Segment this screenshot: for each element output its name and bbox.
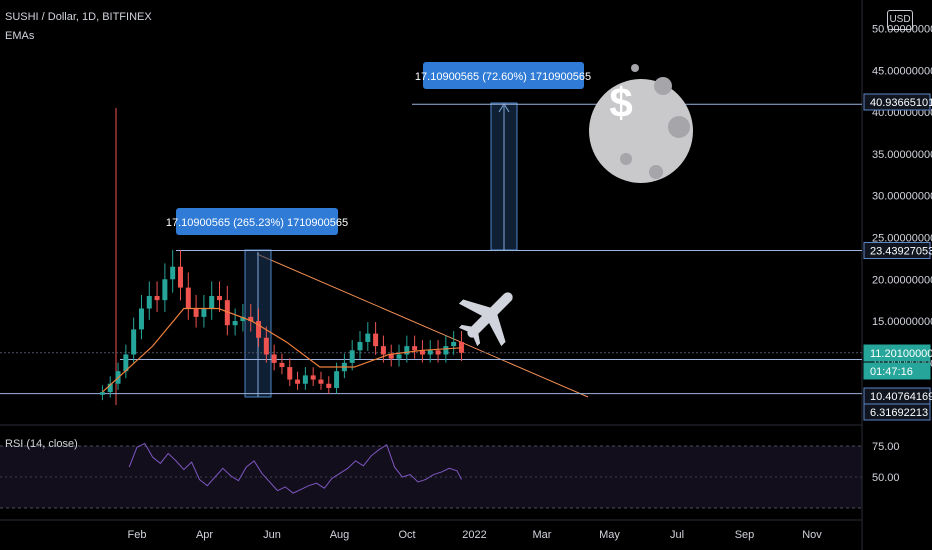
- y-tick-label-7: 15.00000000: [872, 316, 932, 328]
- rsi-title: RSI (14, close): [5, 438, 78, 450]
- candle-body: [263, 337, 269, 355]
- x-tick-label-3: Aug: [330, 529, 350, 541]
- x-tick-label-2: Jun: [263, 529, 281, 541]
- candle-body: [123, 354, 129, 372]
- candle-body: [412, 346, 418, 351]
- candle-body: [349, 350, 355, 363]
- indicator-label: EMAs: [5, 30, 35, 42]
- moon-icon: $: [589, 64, 693, 183]
- candle-body: [357, 341, 363, 351]
- x-tick-label-10: Nov: [802, 529, 822, 541]
- price-badge-5-box: [863, 403, 931, 421]
- price-badge-4: 10.40764169: [870, 391, 932, 403]
- candle-body: [388, 354, 394, 359]
- candle-body: [279, 362, 285, 368]
- candle-body: [310, 375, 316, 380]
- candle-body: [193, 308, 199, 317]
- candle-body: [170, 266, 176, 280]
- currency-button[interactable]: USD: [887, 10, 913, 30]
- rsi-line: [128, 442, 462, 494]
- candle-body: [224, 300, 230, 326]
- candle-body: [365, 333, 371, 342]
- x-tick-label-4: Oct: [398, 529, 415, 541]
- y-tick-label-3: 35.00000000: [872, 149, 932, 161]
- candle-body: [232, 321, 238, 326]
- rsi-tick-label-0: 75.00: [872, 441, 900, 453]
- annotation-label-1: 17.10900565 (265.23%) 1710900565: [166, 217, 348, 229]
- candle-body: [318, 379, 324, 384]
- airplane-icon: [458, 292, 513, 347]
- candle-body: [107, 383, 113, 393]
- candle-body: [271, 354, 277, 363]
- rsi-tick-label-1: 50.00: [872, 472, 900, 484]
- candle-body: [177, 266, 183, 288]
- chart-title: SUSHI / Dollar, 1D, BITFINEX: [5, 11, 152, 23]
- x-tick-label-1: Apr: [196, 529, 213, 541]
- candle-body: [162, 279, 168, 301]
- ema-line: [102, 307, 462, 393]
- price-badge-1-box: [863, 242, 931, 259]
- candle-body: [435, 350, 441, 355]
- candle-body: [185, 287, 191, 309]
- candle-body: [201, 308, 207, 317]
- candle-body: [458, 341, 464, 353]
- price-badge-3: 01:47:16: [870, 366, 913, 378]
- candle-body: [209, 295, 215, 309]
- x-tick-label-0: Feb: [128, 529, 147, 541]
- candle-body: [217, 295, 223, 301]
- x-tick-label-6: Mar: [533, 529, 552, 541]
- candle-body: [138, 308, 144, 330]
- y-tick-label-4: 30.00000000: [872, 191, 932, 203]
- candle-body: [99, 392, 105, 395]
- x-tick-label-8: Jul: [670, 529, 684, 541]
- candle-body: [256, 321, 262, 338]
- x-tick-label-9: Sep: [735, 529, 755, 541]
- candle-body: [326, 383, 332, 388]
- candle-body: [295, 379, 301, 384]
- candle-body: [380, 346, 386, 355]
- y-tick-label-6: 20.00000000: [872, 274, 932, 286]
- x-tick-label-5: 2022: [462, 529, 486, 541]
- candle-body: [443, 346, 449, 355]
- candle-body: [248, 316, 254, 322]
- candle-body: [404, 346, 410, 355]
- price-badge-1: 23.43927053: [870, 246, 932, 258]
- price-badge-0-box: [863, 93, 931, 111]
- dollar-sign-icon: $: [609, 79, 632, 126]
- candle-body: [334, 371, 340, 388]
- price-badge-5: 6.31692213: [870, 407, 928, 419]
- price-badge-0: 40.93665101: [870, 97, 932, 109]
- trendline[interactable]: [256, 253, 589, 398]
- candle-body: [240, 316, 246, 322]
- annotation-label-1-bg: [176, 208, 338, 235]
- price-badge-2: 11.20100000: [870, 348, 932, 360]
- price-badge-2-box: [863, 344, 931, 362]
- candle-body: [396, 354, 402, 359]
- candle-body: [146, 295, 152, 309]
- x-tick-label-7: May: [599, 529, 620, 541]
- candle-body: [451, 341, 457, 347]
- candle-body: [427, 350, 433, 355]
- y-tick-label-5: 25.00000000: [872, 232, 932, 244]
- candle-body: [154, 295, 160, 301]
- candle-body: [131, 329, 137, 355]
- annotation-label-2-bg: [423, 62, 584, 89]
- candle-body: [287, 367, 293, 380]
- candle-body: [419, 350, 425, 355]
- y-tick-label-0: 50.00000000: [872, 23, 932, 35]
- y-tick-label-1: 45.00000000: [872, 65, 932, 77]
- candle-body: [302, 375, 308, 384]
- annotation-label-2: 17.10900565 (72.60%) 1710900565: [415, 71, 591, 83]
- candle-body: [373, 333, 379, 347]
- price-badge-3-box: [863, 362, 931, 380]
